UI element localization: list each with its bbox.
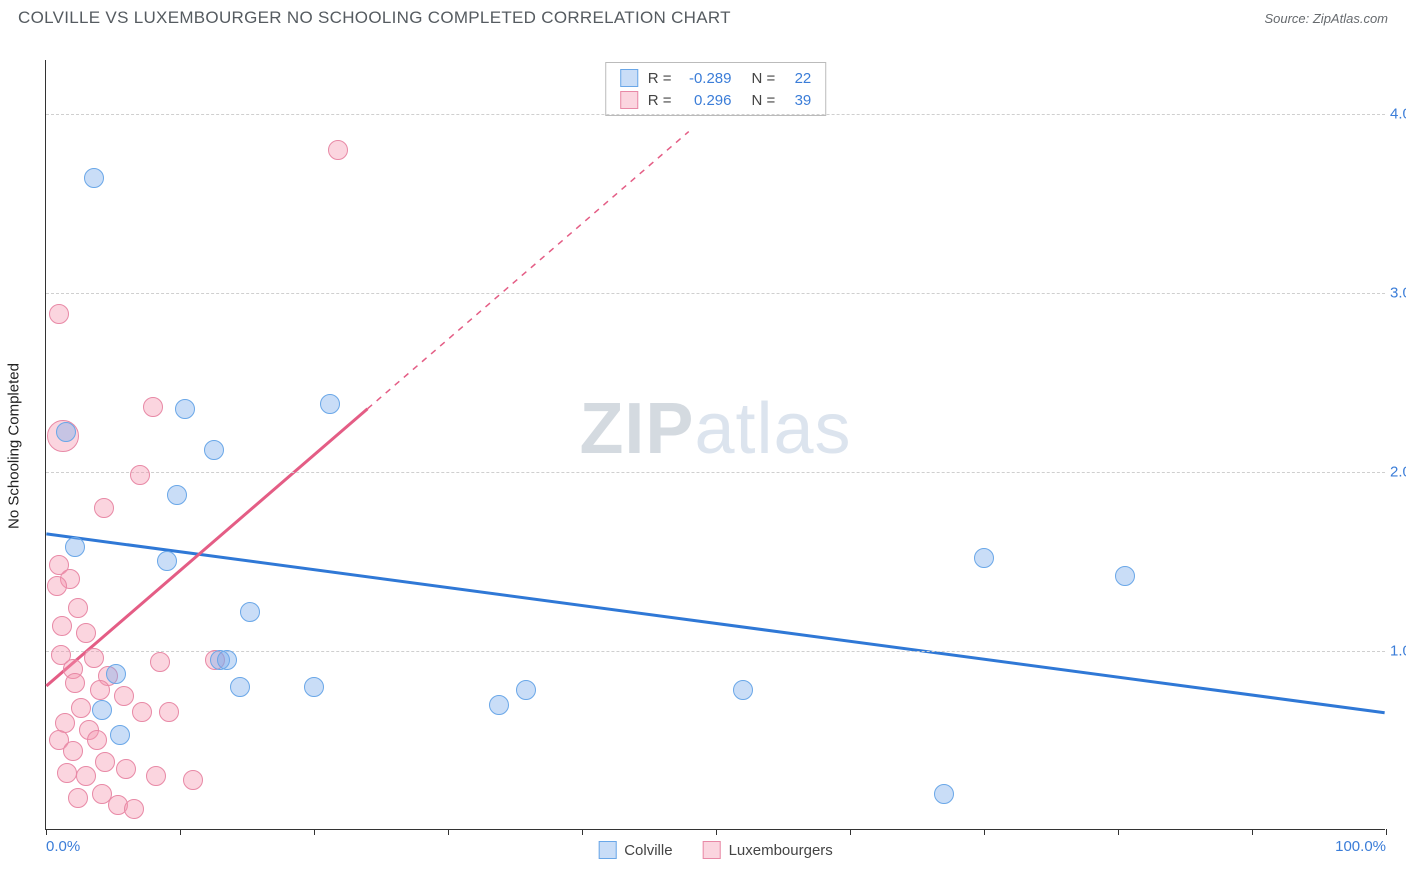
luxembourgers-point [114, 686, 134, 706]
luxembourgers-point [63, 741, 83, 761]
y-tick-label: 4.0% [1390, 105, 1406, 122]
legend-stats: R = -0.289 N = 22 R = 0.296 N = 39 [605, 62, 827, 116]
legend-r-label: R = [648, 92, 672, 109]
colville-point [934, 784, 954, 804]
x-tick [180, 829, 181, 835]
luxembourgers-point [159, 702, 179, 722]
legend-r-value: 0.296 [682, 92, 732, 109]
colville-point [106, 664, 126, 684]
colville-point [974, 548, 994, 568]
luxembourgers-point [76, 623, 96, 643]
colville-point [167, 485, 187, 505]
gridline [46, 114, 1385, 115]
luxembourgers-point [52, 616, 72, 636]
colville-point [92, 700, 112, 720]
luxembourgers-point [146, 766, 166, 786]
luxembourgers-point [132, 702, 152, 722]
legend-r-label: R = [648, 70, 672, 87]
legend-n-value: 22 [785, 70, 811, 87]
x-tick [850, 829, 851, 835]
gridline [46, 651, 1385, 652]
luxembourgers-point [328, 140, 348, 160]
luxembourgers-point [124, 799, 144, 819]
colville-point [320, 394, 340, 414]
watermark: ZIPatlas [579, 388, 851, 470]
colville-point [204, 440, 224, 460]
colville-point [1115, 566, 1135, 586]
luxembourgers-point [87, 730, 107, 750]
x-tick [1386, 829, 1387, 835]
y-tick-label: 1.0% [1390, 642, 1406, 659]
colville-point [733, 680, 753, 700]
luxembourgers-point [143, 397, 163, 417]
watermark-right: atlas [694, 389, 851, 469]
x-tick [1252, 829, 1253, 835]
colville-point [240, 602, 260, 622]
luxembourgers-point [76, 766, 96, 786]
scatter-chart: ZIPatlas R =-0.289N =22R =0.296N =39 Col… [45, 60, 1385, 830]
legend-stats-row: R = -0.289 N = 22 [620, 67, 812, 89]
legend-swatch [620, 69, 638, 87]
colville-point [84, 168, 104, 188]
x-tick [582, 829, 583, 835]
colville-point [516, 680, 536, 700]
colville-point [65, 537, 85, 557]
luxembourgers-point [84, 648, 104, 668]
luxembourgers-point [90, 680, 110, 700]
y-tick-label: 3.0% [1390, 284, 1406, 301]
luxembourgers-point [57, 763, 77, 783]
y-axis-label: No Schooling Completed [6, 363, 23, 529]
legend-n-label: N = [752, 70, 776, 87]
chart-title: COLVILLE VS LUXEMBOURGER NO SCHOOLING CO… [18, 8, 731, 28]
legend-series-label: Luxembourgers [729, 842, 833, 859]
luxembourgers-point [65, 673, 85, 693]
luxembourgers-point [150, 652, 170, 672]
luxembourgers-point [183, 770, 203, 790]
luxembourgers-point [116, 759, 136, 779]
legend-swatch [620, 91, 638, 109]
legend-series-item: Luxembourgers [703, 841, 833, 859]
x-tick [448, 829, 449, 835]
x-tick-label: 100.0% [1335, 838, 1386, 855]
colville-point [304, 677, 324, 697]
x-tick [1118, 829, 1119, 835]
x-tick [984, 829, 985, 835]
luxembourgers-point [95, 752, 115, 772]
colville-point [157, 551, 177, 571]
colville-point [217, 650, 237, 670]
legend-n-value: 39 [785, 92, 811, 109]
colville-point [230, 677, 250, 697]
legend-series-label: Colville [624, 842, 672, 859]
x-tick [314, 829, 315, 835]
colville-point [489, 695, 509, 715]
legend-stats-row: R = 0.296 N = 39 [620, 89, 812, 111]
watermark-left: ZIP [579, 389, 694, 469]
legend-n-label: N = [752, 92, 776, 109]
trend-lines [46, 60, 1385, 829]
gridline [46, 472, 1385, 473]
luxembourgers-point [130, 465, 150, 485]
source-attribution: Source: ZipAtlas.com [1264, 11, 1388, 26]
luxembourgers-point [47, 576, 67, 596]
colville-point [110, 725, 130, 745]
luxembourgers-point [68, 788, 88, 808]
x-tick-label: 0.0% [46, 838, 80, 855]
y-tick-label: 2.0% [1390, 463, 1406, 480]
colville-point [175, 399, 195, 419]
luxembourgers-point [71, 698, 91, 718]
legend-r-value: -0.289 [682, 70, 732, 87]
luxembourgers-point [68, 598, 88, 618]
colville-point [56, 422, 76, 442]
luxembourgers-point [94, 498, 114, 518]
legend-series-item: Colville [598, 841, 672, 859]
x-tick [716, 829, 717, 835]
legend-swatch [703, 841, 721, 859]
x-tick [46, 829, 47, 835]
luxembourgers-point [49, 304, 69, 324]
title-bar: COLVILLE VS LUXEMBOURGER NO SCHOOLING CO… [0, 0, 1406, 32]
gridline [46, 293, 1385, 294]
legend-swatch [598, 841, 616, 859]
legend-series: Colville Luxembourgers [598, 841, 833, 859]
